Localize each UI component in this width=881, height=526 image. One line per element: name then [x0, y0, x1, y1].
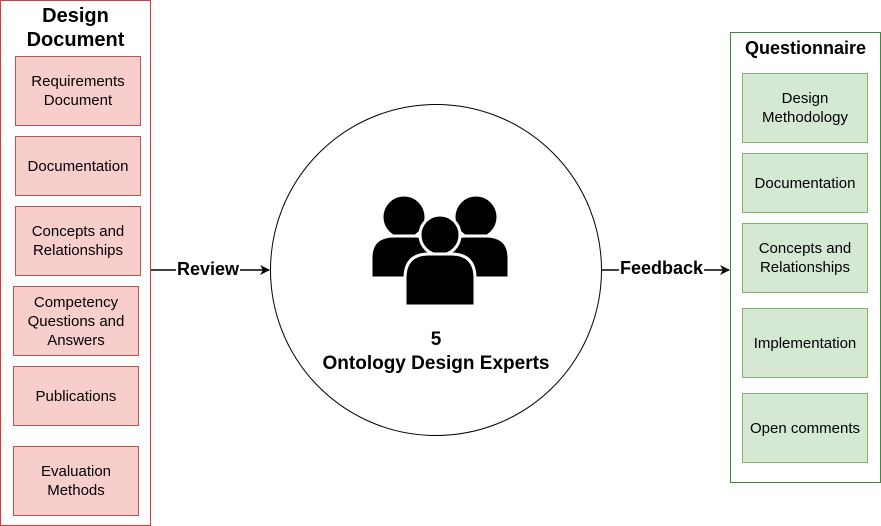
item-design-methodology: Design Methodology — [742, 73, 868, 143]
feedback-label: Feedback — [619, 257, 705, 279]
questionnaire-title: Questionnaire — [744, 38, 867, 58]
design-document-title: Design Document — [26, 5, 125, 51]
item-competency-questions: Competency Questions and Answers — [13, 286, 139, 356]
expert-count: 5 — [430, 329, 442, 350]
item-concepts-relationships-right: Concepts and Relationships — [742, 223, 868, 293]
item-documentation-right: Documentation — [742, 153, 868, 213]
review-label: Review — [176, 258, 241, 280]
item-evaluation-methods: Evaluation Methods — [13, 446, 139, 516]
item-publications: Publications — [13, 366, 139, 426]
item-open-comments: Open comments — [742, 393, 868, 463]
experts-label: Ontology Design Experts — [322, 353, 550, 374]
item-concepts-relationships-left: Concepts and Relationships — [15, 206, 141, 276]
item-documentation-left: Documentation — [15, 136, 141, 196]
item-implementation: Implementation — [742, 308, 868, 378]
group-of-people-icon — [369, 193, 511, 308]
item-requirements-document: Requirements Document — [15, 56, 141, 126]
